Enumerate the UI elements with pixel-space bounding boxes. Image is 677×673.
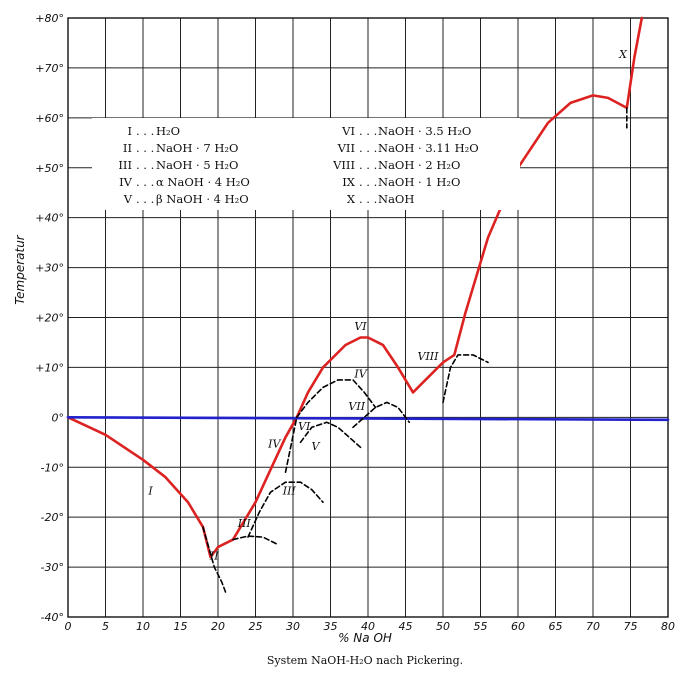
plot-frame <box>67 17 669 618</box>
x-tick-label: 40 <box>361 620 375 633</box>
x-tick-label: 5 <box>102 620 109 633</box>
x-tick-label: 45 <box>399 620 413 633</box>
y-tick-label: +50° <box>35 162 64 175</box>
curve-label: VI <box>354 320 367 333</box>
curve-label: X <box>618 48 628 61</box>
legend-item-formula: NaOH · 7 H₂O <box>156 141 238 155</box>
y-tick-label: +60° <box>35 112 64 125</box>
legend-item-dots: . . . <box>136 175 154 189</box>
legend-item-formula: NaOH · 1 H₂O <box>378 175 460 189</box>
dashed-metastable-line <box>284 379 377 473</box>
legend-background <box>92 118 520 210</box>
x-tick-label: 25 <box>249 620 263 633</box>
y-tick-label: -10° <box>41 461 64 474</box>
x-tick-label: 0 <box>65 620 72 633</box>
legend-item-number: II <box>123 141 132 155</box>
curve-label: VIII <box>418 350 440 363</box>
legend-item-formula: α NaOH · 4 H₂O <box>156 175 250 189</box>
x-tick-label: 55 <box>474 620 488 633</box>
dashed-metastable-line <box>299 421 362 449</box>
legend-item-number: I <box>127 124 132 138</box>
legend-item-dots: . . . <box>359 124 377 138</box>
legend-item-formula: β NaOH · 4 H₂O <box>156 192 249 206</box>
y-tick-label: +40° <box>35 212 64 225</box>
legend-item-formula: H₂O <box>156 124 180 138</box>
series-group <box>66 16 670 593</box>
dashed-metastable-line <box>442 354 489 404</box>
legend-item-dots: . . . <box>359 158 377 172</box>
legend-item-number: X <box>347 192 356 206</box>
legend-item-dots: . . . <box>136 124 154 138</box>
x-tick-label: 65 <box>549 620 563 633</box>
y-tick-label: -20° <box>41 511 64 524</box>
curve-label: III <box>237 517 252 530</box>
y-tick-label: +10° <box>35 361 64 374</box>
axes: 0 5 10 15 20 25 30 35 40 45 50 55 60 65 70 75 80 -40° -30°… <box>35 12 675 633</box>
legend-item-number: VII <box>337 141 355 155</box>
legend-item-dots: . . . <box>359 192 377 206</box>
y-tick-label: 0° <box>52 411 65 424</box>
chart-title: System NaOH-H₂O nach Pickering. <box>267 654 463 667</box>
legend-item-formula: NaOH · 2 H₂O <box>378 158 460 172</box>
legend-item-dots: . . . <box>136 192 154 206</box>
legend-item-number: III <box>118 158 132 172</box>
y-axis-label: Temperatur <box>13 234 27 305</box>
x-tick-label: 30 <box>286 620 300 633</box>
x-tick-label: 70 <box>586 620 600 633</box>
legend-item-number: VIII <box>332 158 355 172</box>
x-tick-label: 50 <box>436 620 450 633</box>
x-tick-label: 10 <box>136 620 150 633</box>
legend-item-dots: . . . <box>136 141 154 155</box>
x-tick-label: 35 <box>324 620 338 633</box>
x-axis-label: % Na OH <box>338 631 392 645</box>
y-tick-label: -40° <box>41 611 64 624</box>
y-tick-label: +30° <box>35 262 64 275</box>
curve-label: V <box>312 440 321 453</box>
legend-item-number: VI <box>341 124 355 138</box>
curve-label: VII <box>348 400 365 413</box>
dashed-metastable-line <box>202 526 227 593</box>
curve-label: I <box>147 485 153 498</box>
legend-item-formula: NaOH <box>378 192 414 206</box>
dashed-metastable-line <box>352 401 411 429</box>
legend-item-number: IV <box>119 175 133 189</box>
y-tick-label: -30° <box>41 561 64 574</box>
curve-label: IV <box>353 367 367 380</box>
legend-item-formula: NaOH · 3.5 H₂O <box>378 124 471 138</box>
legend-item-number: IX <box>342 175 356 189</box>
blue-zero-line <box>66 416 670 422</box>
legend-item-dots: . . . <box>136 158 154 172</box>
curve-label: IV <box>267 437 281 450</box>
legend-item-formula: NaOH · 3.11 H₂O <box>378 141 479 155</box>
legend-item-formula: NaOH · 5 H₂O <box>156 158 238 172</box>
y-tick-label: +80° <box>35 12 64 25</box>
grid <box>67 17 669 618</box>
x-tick-label: 15 <box>174 620 188 633</box>
x-tick-label: 75 <box>624 620 638 633</box>
legend-item-dots: . . . <box>359 141 377 155</box>
curve-label: VI <box>298 420 311 433</box>
dashed-metastable-line <box>247 481 324 538</box>
x-tick-label: 20 <box>211 620 225 633</box>
x-tick-label: 60 <box>511 620 525 633</box>
legend-item-dots: . . . <box>359 175 377 189</box>
dashed-metastable-line <box>232 535 279 546</box>
x-tick-label: 80 <box>661 620 675 633</box>
curve-label: II <box>209 550 219 563</box>
legend-item-number: V <box>123 192 133 206</box>
y-tick-label: +70° <box>35 62 64 75</box>
curve-label: III <box>282 485 297 498</box>
y-tick-label: +20° <box>35 312 64 325</box>
